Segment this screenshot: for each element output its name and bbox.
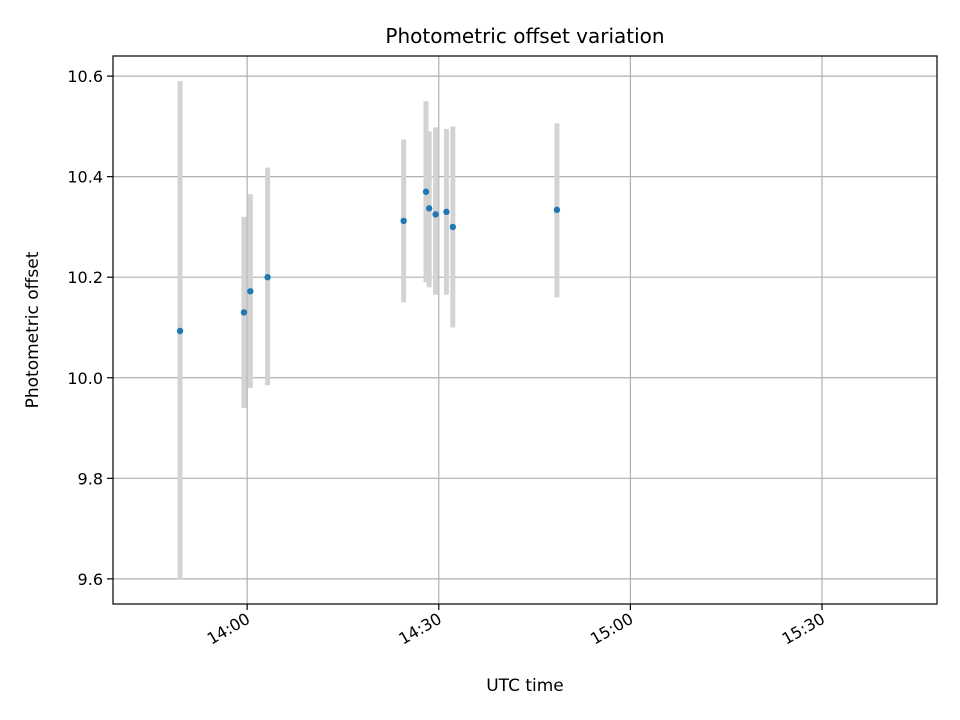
data-point-4 — [400, 217, 407, 225]
plot-frame — [112, 55, 938, 605]
data-points — [176, 188, 561, 335]
data-point-6 — [425, 205, 433, 212]
y-axis-label: Photometric offset — [23, 251, 43, 408]
y-tick-label-1: 9.8 — [78, 469, 103, 488]
y-tick-label-2: 10.0 — [67, 369, 103, 388]
data-point-3 — [264, 274, 271, 281]
data-point-10 — [553, 206, 561, 214]
data-point-8 — [443, 208, 450, 216]
y-tick-label-4: 10.4 — [67, 168, 103, 187]
data-point-2 — [247, 288, 254, 295]
data-point-9 — [449, 223, 457, 231]
y-tick-label-0: 9.6 — [78, 570, 103, 589]
data-point-5 — [422, 188, 430, 195]
y-tick-label-3: 10.2 — [67, 268, 103, 287]
chart-title: Photometric offset variation — [385, 24, 664, 48]
x-axis-label: UTC time — [486, 676, 564, 696]
data-point-7 — [432, 211, 439, 218]
data-point-1 — [240, 309, 248, 316]
data-point-0 — [176, 327, 184, 335]
y-tick-label-5: 10.6 — [67, 67, 103, 86]
y-axis-ticks: 9.6 9.8 10.0 10.2 10.4 10.6 — [67, 67, 113, 589]
